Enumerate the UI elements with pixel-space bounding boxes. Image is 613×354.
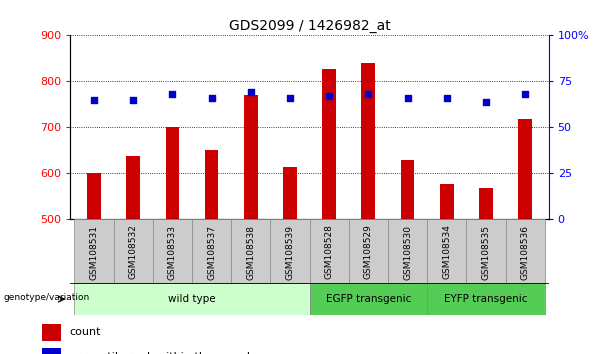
Bar (42, 324, 61, 341)
Point (403, 95, 413, 101)
Point (520, 91, 530, 97)
Point (167, 91, 177, 97)
Point (364, 91, 373, 97)
Text: GSM108535: GSM108535 (481, 224, 490, 280)
Text: GSM108532: GSM108532 (129, 224, 138, 279)
Bar (126, 156, 140, 219)
Bar (427, 283, 545, 315)
Bar (113, 219, 153, 283)
Title: GDS2099 / 1426982_at: GDS2099 / 1426982_at (229, 19, 390, 33)
Text: GSM108534: GSM108534 (442, 224, 451, 279)
Bar (322, 69, 336, 219)
Bar (74, 219, 113, 283)
Bar (518, 119, 532, 219)
Text: GSM108529: GSM108529 (364, 224, 373, 279)
Text: GSM108528: GSM108528 (325, 224, 333, 279)
Text: count: count (69, 327, 101, 337)
Text: GSM108539: GSM108539 (286, 224, 294, 280)
Bar (192, 219, 231, 283)
Bar (388, 219, 427, 283)
Bar (244, 95, 257, 219)
Bar (283, 166, 297, 219)
Bar (87, 173, 101, 219)
Bar (166, 127, 179, 219)
Bar (310, 283, 427, 315)
Bar (349, 219, 388, 283)
Text: GSM108537: GSM108537 (207, 224, 216, 280)
Text: GSM108538: GSM108538 (246, 224, 255, 280)
Text: EYFP transgenic: EYFP transgenic (444, 294, 528, 304)
Bar (506, 219, 545, 283)
Point (481, 99, 491, 104)
Text: wild type: wild type (168, 294, 216, 304)
Bar (231, 219, 270, 283)
Bar (479, 188, 493, 219)
Bar (466, 219, 506, 283)
Text: GSM108531: GSM108531 (89, 224, 99, 280)
Point (246, 90, 256, 95)
Point (324, 93, 334, 99)
Point (128, 97, 138, 103)
Text: EGFP transgenic: EGFP transgenic (326, 294, 411, 304)
Bar (440, 184, 454, 219)
Point (207, 95, 216, 101)
Point (89, 97, 99, 103)
Bar (401, 160, 414, 219)
Point (285, 95, 295, 101)
Bar (427, 219, 466, 283)
Bar (310, 219, 349, 283)
Bar (153, 219, 192, 283)
Point (442, 95, 452, 101)
Text: GSM108536: GSM108536 (520, 224, 530, 280)
Bar (270, 219, 310, 283)
Text: GSM108530: GSM108530 (403, 224, 412, 280)
Bar (362, 63, 375, 219)
Bar (74, 283, 310, 315)
Text: percentile rank within the sample: percentile rank within the sample (69, 352, 257, 354)
Text: GSM108533: GSM108533 (168, 224, 177, 280)
Text: genotype/variation: genotype/variation (4, 293, 89, 302)
Bar (205, 150, 218, 219)
Bar (42, 348, 61, 354)
